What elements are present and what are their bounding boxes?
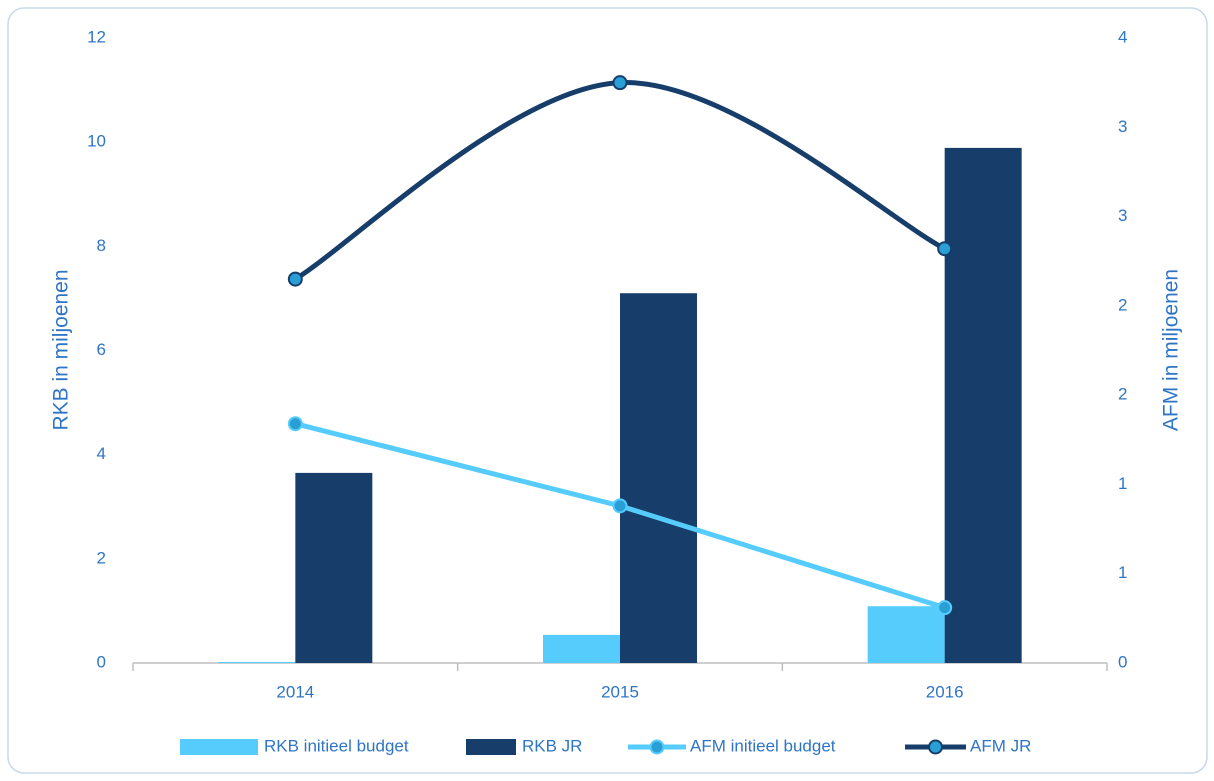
y-tick-label: 2 bbox=[97, 548, 106, 567]
y2-tick-label: 1 bbox=[1118, 563, 1127, 582]
y2-tick-label: 0 bbox=[1118, 652, 1127, 671]
legend-label: RKB initieel budget bbox=[264, 736, 409, 755]
bar bbox=[620, 293, 697, 663]
x-tick-label: 2014 bbox=[276, 682, 314, 701]
line-point bbox=[287, 271, 303, 287]
legend-swatch bbox=[649, 739, 665, 755]
y2-axis-title: AFM in miljoenen bbox=[1160, 269, 1183, 431]
y-tick-label: 0 bbox=[97, 652, 106, 671]
y-axis-title: RKB in miljoenen bbox=[50, 269, 73, 430]
line-point bbox=[937, 600, 953, 616]
bar bbox=[295, 472, 373, 663]
y2-tick-label: 2 bbox=[1118, 385, 1127, 404]
line-point bbox=[612, 498, 628, 514]
line-point bbox=[612, 75, 628, 91]
y2-tick-label: 2 bbox=[1118, 295, 1127, 314]
legend-swatch bbox=[466, 739, 516, 755]
legend-swatch bbox=[928, 739, 943, 755]
bar bbox=[543, 634, 620, 663]
x-tick-label: 2016 bbox=[926, 682, 964, 701]
y2-tick-label: 3 bbox=[1118, 117, 1127, 136]
y2-tick-label: 1 bbox=[1118, 474, 1127, 493]
legend-label: AFM JR bbox=[970, 736, 1031, 755]
legend-label: RKB JR bbox=[522, 736, 582, 755]
y2-tick-label: 4 bbox=[1118, 27, 1127, 46]
bar bbox=[867, 606, 945, 663]
x-tick-label: 2015 bbox=[601, 682, 639, 701]
y-tick-label: 12 bbox=[87, 27, 106, 46]
y-tick-label: 4 bbox=[97, 444, 106, 463]
legend-label: AFM initieel budget bbox=[690, 736, 836, 755]
bar bbox=[218, 661, 296, 663]
y-tick-label: 6 bbox=[97, 340, 106, 359]
line-point bbox=[287, 416, 303, 432]
y-tick-label: 8 bbox=[97, 236, 106, 255]
legend-swatch bbox=[180, 739, 258, 755]
y2-tick-label: 3 bbox=[1118, 206, 1127, 225]
y-tick-label: 10 bbox=[87, 132, 106, 151]
bar bbox=[944, 147, 1022, 664]
line-point bbox=[937, 241, 953, 257]
